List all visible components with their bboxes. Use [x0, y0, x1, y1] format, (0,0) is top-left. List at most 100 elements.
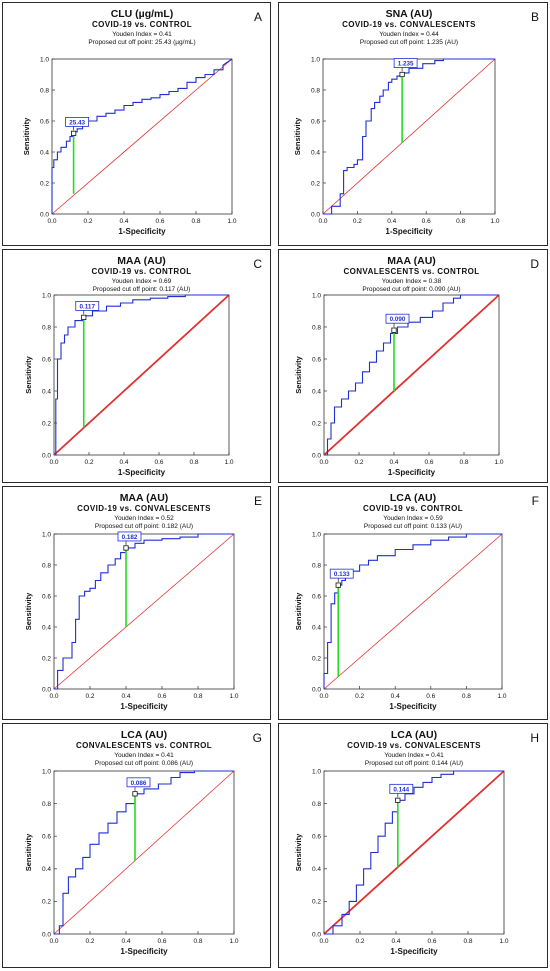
plot-frame [53, 533, 235, 690]
chart-title: MAA (AU) [117, 255, 166, 267]
roc-chart-svg: SNA (AU)COVID-19 vs. CONVALESCENTS Youden… [293, 8, 539, 236]
x-tick-label: 0.8 [459, 459, 468, 466]
x-tick-label: 0.2 [83, 218, 92, 225]
y-tick-label: 1.0 [42, 292, 51, 299]
y-tick-label: 0.0 [311, 211, 320, 218]
y-tick-label: 0.4 [42, 388, 51, 395]
chart-title: MAA (AU) [120, 492, 169, 504]
x-axis-label: 1-Specificity [120, 947, 168, 956]
panel-letter: E [254, 494, 262, 508]
x-tick-label: 0.6 [157, 693, 166, 700]
roc-chart-svg: MAA (AU)COVID-19 vs. CONTROL Youden Index… [24, 255, 262, 477]
cutoff-callout-box [126, 777, 151, 788]
x-tick-label: 0.2 [354, 459, 363, 466]
y-axis-label: Sensitivity [24, 833, 33, 871]
x-axis-label: 1-Specificity [118, 468, 166, 477]
y-tick-label: 0.4 [312, 866, 321, 873]
x-tick-label: 0.4 [121, 938, 130, 945]
roc-chart-svg: MAA (AU)CONVALESCENTS vs. CONTROL Youden … [294, 255, 539, 477]
x-tick-label: 0.6 [426, 693, 435, 700]
x-axis-label: 1-Specificity [120, 702, 168, 711]
y-tick-label: 0.8 [42, 801, 51, 808]
chart-title: LCA (AU) [390, 492, 436, 504]
roc-chart-svg: LCA (AU)COVID-19 vs. CONTROL Youden Index… [294, 492, 539, 711]
roc-curve-line [323, 58, 495, 215]
y-tick-label: 0.4 [312, 624, 321, 631]
y-tick-label: 0.0 [312, 931, 321, 938]
y-tick-label: 0.4 [42, 866, 51, 873]
cutoff-point-text: Proposed cut off point: 0.144 (AU) [365, 760, 463, 767]
cutoff-point-text: Proposed cut off point: 0.086 (AU) [95, 760, 193, 767]
roc-panel-c: MAA (AU) COVID-19 vs. CONTROL Youden Index… [2, 249, 271, 483]
roc-panel-d: MAA (AU) CONVALESCENTS vs. CONTROL Youden … [278, 249, 548, 483]
y-tick-label: 0.4 [311, 149, 320, 156]
x-tick-label: 1.0 [224, 459, 233, 466]
x-tick-label: 0.4 [389, 459, 398, 466]
x-tick-label: 0.8 [189, 459, 198, 466]
panel-letter: D [530, 257, 539, 271]
roc-chart-svg: MAA (AU)COVID-19 vs. CONVALESCENTS Youden… [24, 492, 262, 711]
y-tick-label: 0.0 [42, 686, 51, 693]
y-tick-label: 0.2 [312, 420, 321, 427]
youden-index-text: Youden Index = 0.38 [382, 278, 442, 285]
panel-letter: C [253, 257, 262, 271]
y-tick-label: 0.8 [42, 324, 51, 331]
y-tick-label: 0.6 [40, 118, 49, 125]
y-tick-label: 0.2 [42, 420, 51, 427]
x-tick-label: 0.0 [47, 218, 56, 225]
youden-index-text: Youden Index = 0.41 [114, 752, 174, 759]
y-tick-label: 0.2 [40, 180, 49, 187]
chart-subtitle: COVID-19 vs. CONTROL [363, 504, 463, 513]
x-tick-label: 0.8 [462, 693, 471, 700]
y-axis-label: Sensitivity [24, 592, 33, 630]
x-tick-label: 1.0 [227, 218, 236, 225]
cutoff-callout-box [75, 301, 100, 311]
reference-diagonal-line [51, 58, 233, 215]
cutoff-callout-box [389, 783, 414, 794]
y-axis-label: Sensitivity [294, 592, 303, 630]
x-tick-label: 0.0 [49, 938, 58, 945]
y-axis-label: Sensitivity [294, 355, 303, 393]
x-tick-label: 0.8 [191, 218, 200, 225]
x-tick-label: 0.4 [391, 938, 400, 945]
roc-curve-line [54, 294, 229, 456]
roc-curve-line [54, 770, 234, 935]
x-tick-label: 0.6 [157, 938, 166, 945]
y-tick-label: 0.6 [42, 593, 51, 600]
roc-chart-svg: LCA (AU)CONVALESCENTS vs. CONTROL Youden … [24, 729, 262, 956]
youden-index-text: Youden Index = 0.41 [112, 31, 172, 38]
y-tick-label: 0.8 [312, 324, 321, 331]
y-tick-label: 0.0 [312, 452, 321, 459]
roc-chart-svg: LCA (AU)COVID-19 vs. CONVALESCENTS Youden… [294, 729, 539, 956]
youden-index-text: Youden Index = 0.41 [384, 752, 444, 759]
y-axis-label: Sensitivity [293, 117, 302, 155]
reference-diagonal-line [53, 533, 235, 690]
plot-frame [51, 58, 233, 215]
y-tick-label: 1.0 [42, 531, 51, 538]
x-tick-label: 1.0 [497, 693, 506, 700]
cutoff-point-marker [123, 545, 129, 551]
y-tick-label: 0.8 [312, 562, 321, 569]
cutoff-point-text: Proposed cut off point: 0.090 (AU) [362, 286, 460, 293]
x-axis-label: 1-Specificity [389, 702, 437, 711]
cutoff-callout-label: 0.090 [390, 316, 406, 323]
x-tick-label: 0.0 [49, 693, 58, 700]
x-tick-label: 0.2 [85, 693, 94, 700]
y-tick-label: 0.0 [40, 211, 49, 218]
plot-frame [53, 294, 230, 456]
y-tick-label: 1.0 [311, 56, 320, 63]
x-tick-label: 0.2 [355, 693, 364, 700]
x-tick-label: 0.0 [319, 938, 328, 945]
panel-letter: A [254, 10, 262, 24]
cutoff-callout-label: 1.235 [398, 61, 414, 68]
x-tick-label: 0.4 [391, 693, 400, 700]
x-tick-label: 0.2 [84, 459, 93, 466]
roc-curve-line [323, 533, 502, 689]
reference-diagonal-line [323, 294, 500, 456]
roc-curve-line [51, 58, 233, 214]
roc-chart-svg: CLU (µg/mL)COVID-19 vs. CONTROL Youden In… [22, 8, 262, 236]
y-tick-label: 0.0 [42, 452, 51, 459]
panel-letter: F [532, 494, 539, 508]
x-tick-label: 0.2 [85, 938, 94, 945]
x-axis-label: 1-Specificity [385, 227, 433, 236]
